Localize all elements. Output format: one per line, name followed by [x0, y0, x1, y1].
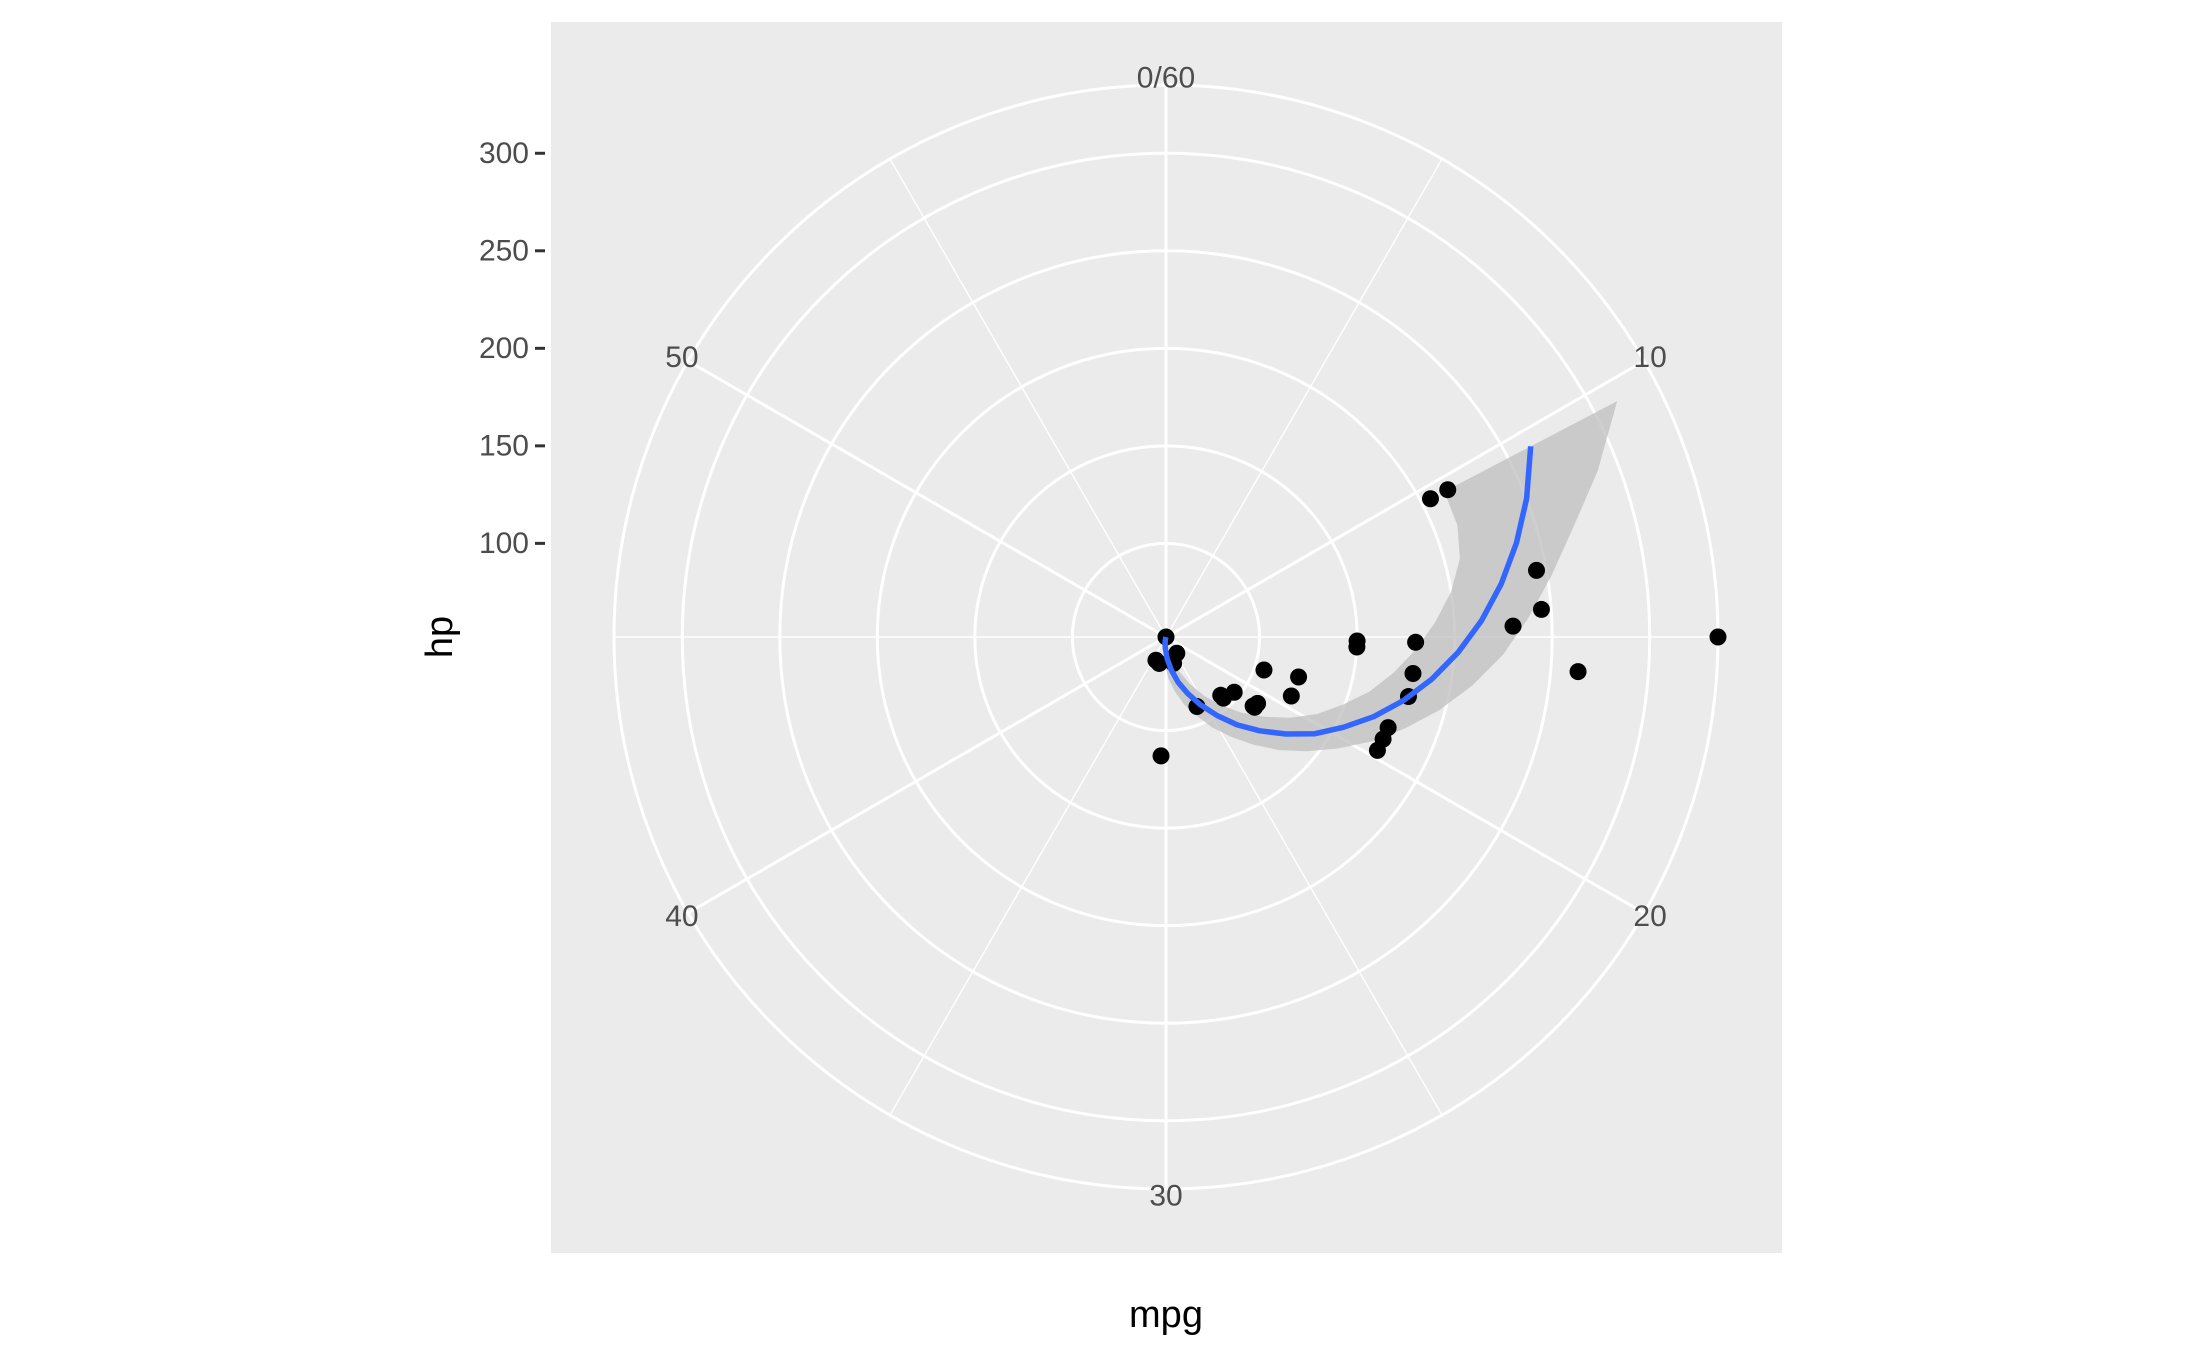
data-point: [1404, 664, 1422, 682]
y-axis-title: hp: [419, 616, 461, 658]
theta-major-gridline-20: [1165, 635, 1645, 915]
data-point: [1244, 697, 1262, 715]
data-point: [1368, 741, 1386, 759]
data-point: [1532, 600, 1550, 618]
theta-tick-label: 50: [665, 341, 698, 374]
radius-axis: 100 150 200 250 300: [479, 137, 545, 560]
data-point: [1528, 561, 1546, 579]
data-point: [1348, 632, 1366, 650]
radius-tick-label: 300: [479, 137, 529, 170]
data-point: [1282, 687, 1300, 705]
points-layer: [1147, 481, 1727, 765]
smooth-line: [1162, 446, 1534, 737]
theta-tick-label: 0/60: [1137, 62, 1195, 95]
data-point: [1504, 617, 1522, 635]
theta-major-gridline-10: [1165, 359, 1645, 639]
radius-tick-label: 150: [479, 429, 529, 462]
theta-minor-gridline-5: [1165, 158, 1443, 638]
theta-tick-label: 20: [1633, 900, 1666, 933]
data-point: [1225, 683, 1243, 701]
theta-minor-gridline-35: [889, 636, 1167, 1116]
data-point: [1255, 661, 1273, 679]
theta-major-gridline-40: [687, 635, 1167, 915]
theta-minor-gridline-55: [889, 158, 1167, 638]
data-point: [1421, 490, 1439, 508]
x-axis-title: mpg: [1129, 1294, 1203, 1336]
data-point: [1709, 628, 1727, 646]
data-point: [1407, 633, 1425, 651]
data-point: [1147, 651, 1165, 669]
data-point: [1439, 481, 1457, 499]
data-point: [1152, 747, 1170, 765]
smooth-line-layer: [1162, 446, 1534, 737]
data-point: [1569, 663, 1587, 681]
confidence-ribbon-layer: [1163, 401, 1618, 752]
theta-tick-label: 10: [1633, 341, 1666, 374]
theta-tick-label: 30: [1149, 1180, 1182, 1213]
confidence-ribbon: [1163, 401, 1618, 752]
theta-tick-label: 40: [665, 900, 698, 933]
radius-tick-label: 100: [479, 527, 529, 560]
radius-tick-label: 250: [479, 234, 529, 267]
theta-major-gridline-50: [687, 359, 1167, 639]
radius-tick-label: 200: [479, 332, 529, 365]
data-point: [1290, 668, 1308, 686]
theta-tick-labels: 0/60 10 20 30 40 50: [665, 62, 1667, 1213]
